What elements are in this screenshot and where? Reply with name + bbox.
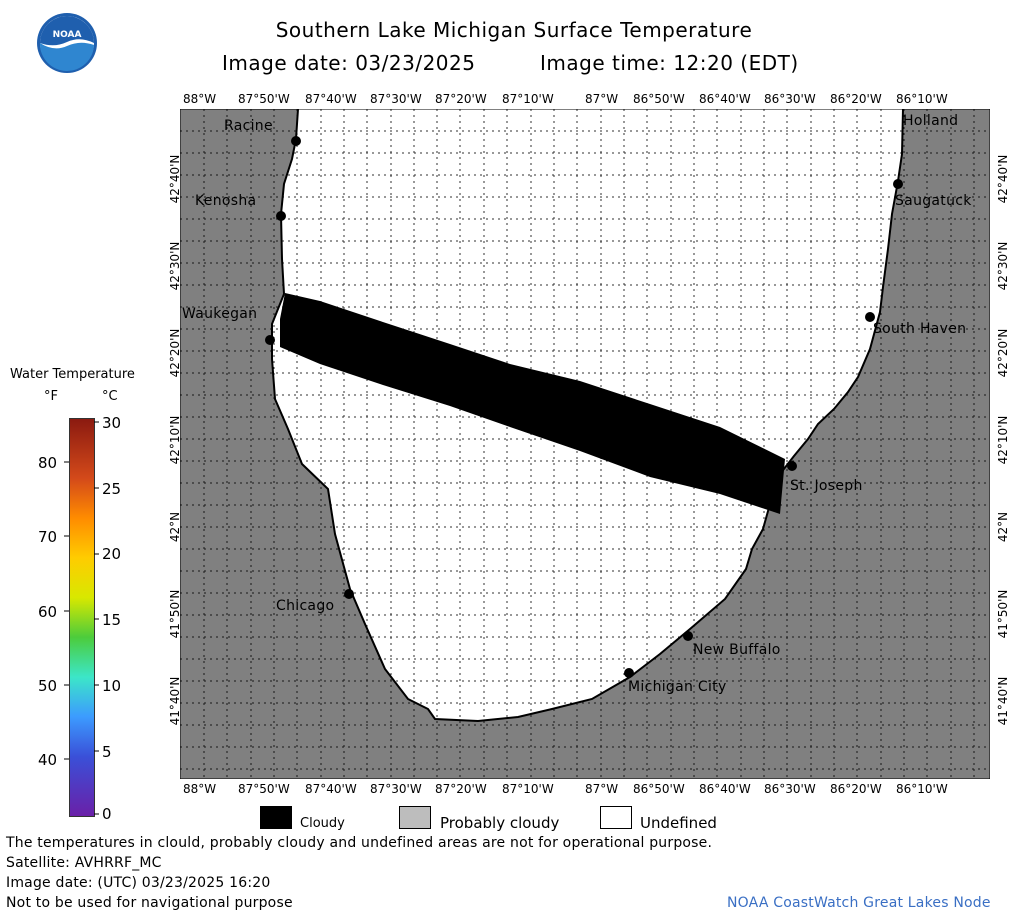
lon-label-top-7: 86°50'W: [633, 92, 685, 106]
colorbar-unit-c: °C: [102, 389, 118, 404]
new-buffalo-marker: [683, 631, 693, 641]
colorbar-f-tick-80: 80: [38, 454, 58, 472]
city-label-racine: Racine: [224, 118, 273, 134]
west-shore-land: [180, 109, 990, 779]
lon-label-top-0: 88°W: [183, 92, 217, 106]
colorbar-ticks: [64, 421, 99, 815]
colorbar-c-tick-20: 20: [102, 545, 122, 563]
lon-label-bottom-11: 86°10'W: [896, 782, 948, 796]
lon-label-bottom-8: 86°40'W: [699, 782, 751, 796]
lat-label-left-1: 42°30'N: [168, 241, 182, 291]
lat-label-right-6: 41°40'N: [996, 676, 1010, 726]
lon-label-bottom-0: 88°W: [183, 782, 217, 796]
city-label-chicago: Chicago: [276, 598, 335, 614]
lon-label-bottom-10: 86°20'W: [830, 782, 882, 796]
lon-label-bottom-2: 87°40'W: [305, 782, 357, 796]
footer-credit: NOAA CoastWatch Great Lakes Node: [727, 895, 991, 911]
racine-marker: [291, 136, 301, 146]
city-label-st-joseph: St. Joseph: [790, 478, 863, 494]
lon-label-top-11: 86°10'W: [896, 92, 948, 106]
city-label-new-buffalo: New Buffalo: [693, 642, 781, 658]
waukegan-marker: [265, 335, 275, 345]
lat-label-right-2: 42°20'N: [996, 328, 1010, 378]
lat-label-left-3: 42°10'N: [168, 415, 182, 465]
lon-label-top-6: 87°W: [585, 92, 619, 106]
lat-label-right-1: 42°30'N: [996, 241, 1010, 291]
lon-label-bottom-1: 87°50'W: [238, 782, 290, 796]
legend-swatch-cloudy: [260, 806, 292, 829]
chicago-marker: [344, 589, 354, 599]
noaa-logo-text: NOAA: [53, 30, 82, 40]
lat-label-right-3: 42°10'N: [996, 415, 1010, 465]
lon-label-top-4: 87°20'W: [435, 92, 487, 106]
saugatuck-marker: [893, 179, 903, 189]
lon-label-bottom-5: 87°10'W: [502, 782, 554, 796]
lat-label-left-6: 41°40'N: [168, 676, 182, 726]
legend-swatch-probably-cloudy: [399, 806, 431, 829]
image-time-label: Image time: 12:20 (EDT): [540, 51, 799, 75]
lon-label-bottom-7: 86°50'W: [633, 782, 685, 796]
legend-label-probably-cloudy: Probably cloudy: [440, 814, 560, 832]
colorbar-f-tick-40: 40: [38, 751, 58, 769]
lat-label-right-0: 42°40'N: [996, 154, 1010, 204]
page-title: Southern Lake Michigan Surface Temperatu…: [275, 18, 753, 42]
st-joseph-marker: [787, 461, 797, 471]
colorbar-f-tick-70: 70: [38, 528, 58, 546]
footer-satellite: Satellite: AVHRRF_MC: [6, 855, 162, 871]
noaa-logo: NOAA: [36, 12, 98, 74]
footer-image-date: Image date: (UTC) 03/23/2025 16:20: [6, 875, 271, 891]
lat-label-left-5: 41°50'N: [168, 589, 182, 639]
colorbar-c-tick-0: 0: [102, 805, 112, 823]
colorbar-f-tick-60: 60: [38, 603, 58, 621]
legend-label-cloudy: Cloudy: [300, 816, 345, 831]
lon-label-top-9: 86°30'W: [764, 92, 816, 106]
footer-disclaimer: The temperatures in clould, probably clo…: [6, 835, 713, 851]
lat-label-right-5: 41°50'N: [996, 589, 1010, 639]
colorbar-c-tick-25: 25: [102, 480, 122, 498]
lon-label-bottom-3: 87°30'W: [370, 782, 422, 796]
image-date-label: Image date: 03/23/2025: [222, 51, 476, 75]
colorbar: [69, 418, 95, 817]
colorbar-f-tick-50: 50: [38, 677, 58, 695]
lon-label-top-3: 87°30'W: [370, 92, 422, 106]
lon-label-top-5: 87°10'W: [502, 92, 554, 106]
city-label-michigan-city: Michigan City: [628, 679, 727, 695]
cloudy-band: [280, 293, 785, 514]
colorbar-title: Water Temperature: [10, 367, 135, 382]
city-label-south-haven: South Haven: [873, 321, 967, 337]
city-label-holland: Holland: [903, 113, 959, 129]
lon-label-bottom-6: 87°W: [585, 782, 619, 796]
legend-swatch-undefined: [600, 806, 632, 829]
lon-label-top-2: 87°40'W: [305, 92, 357, 106]
lon-label-bottom-9: 86°30'W: [764, 782, 816, 796]
lon-label-top-8: 86°40'W: [699, 92, 751, 106]
lon-label-bottom-4: 87°20'W: [435, 782, 487, 796]
colorbar-unit-f: °F: [44, 389, 58, 404]
footer-navigation-warning: Not to be used for navigational purpose: [6, 895, 293, 911]
lat-label-left-4: 42°N: [168, 511, 182, 543]
city-label-kenosha: Kenosha: [195, 193, 257, 209]
colorbar-c-tick-30: 30: [102, 414, 122, 432]
kenosha-marker: [276, 211, 286, 221]
lon-label-top-10: 86°20'W: [830, 92, 882, 106]
lat-label-left-2: 42°20'N: [168, 328, 182, 378]
michigan-city-marker: [624, 668, 634, 678]
south-haven-marker: [865, 312, 875, 322]
lake-map: [180, 109, 990, 779]
colorbar-c-tick-10: 10: [102, 677, 122, 695]
city-label-waukegan: Waukegan: [182, 306, 258, 322]
lat-label-left-0: 42°40'N: [168, 154, 182, 204]
colorbar-c-tick-5: 5: [102, 743, 112, 761]
colorbar-c-tick-15: 15: [102, 611, 122, 629]
legend-label-undefined: Undefined: [640, 814, 717, 832]
lat-label-right-4: 42°N: [996, 511, 1010, 543]
city-label-saugatuck: Saugatuck: [895, 193, 972, 209]
lon-label-top-1: 87°50'W: [238, 92, 290, 106]
